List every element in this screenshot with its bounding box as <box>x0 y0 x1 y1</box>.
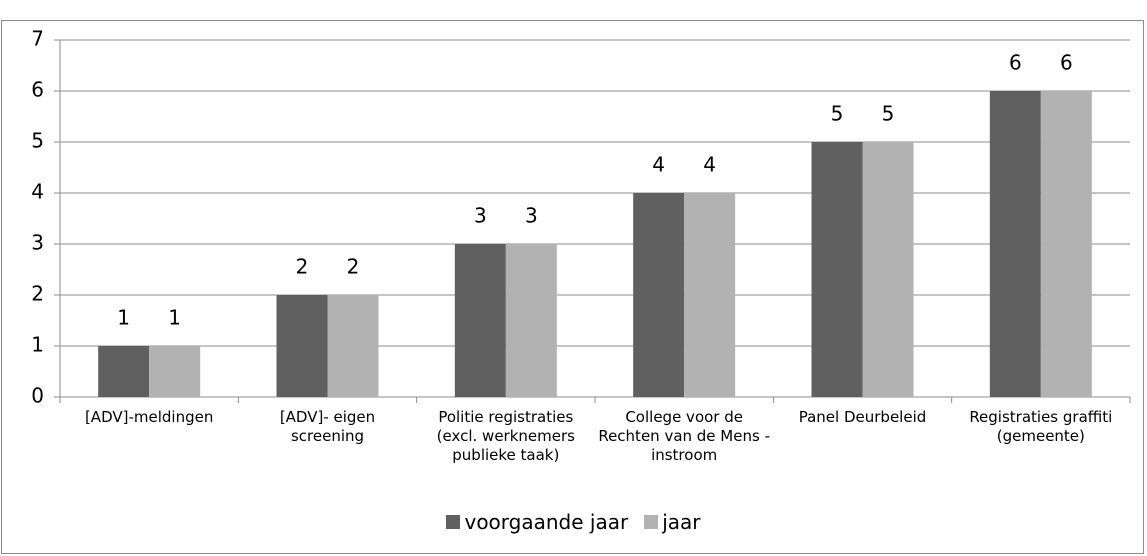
y-tick-label: 6 <box>31 78 44 102</box>
y-tick-label: 5 <box>31 129 44 153</box>
data-label: 4 <box>703 153 716 177</box>
bar <box>989 91 1041 397</box>
bar <box>276 295 328 397</box>
x-tick-label: [ADV]- eigen screening <box>279 408 376 445</box>
x-tick-label: College voor de Rechten van de Mens - in… <box>598 408 770 464</box>
legend-item: jaar <box>644 510 701 534</box>
x-tick-label: [ADV]-meldingen <box>84 408 214 426</box>
bar <box>98 346 150 397</box>
legend-label: jaar <box>662 510 701 534</box>
bar <box>505 244 557 397</box>
data-label: 5 <box>831 102 844 126</box>
data-label: 5 <box>882 102 895 126</box>
bar <box>684 193 736 397</box>
legend-swatch <box>446 515 461 529</box>
bar <box>149 346 201 397</box>
bar <box>633 193 685 397</box>
data-label: 6 <box>1009 51 1022 75</box>
legend: voorgaande jaar jaar <box>0 510 1147 534</box>
data-label: 2 <box>296 255 309 279</box>
y-tick-label: 3 <box>31 231 44 255</box>
data-label: 1 <box>168 306 181 330</box>
data-label: 3 <box>525 204 538 228</box>
x-tick-label: Panel Deurbeleid <box>798 408 927 426</box>
y-tick-label: 1 <box>31 333 44 357</box>
legend-swatch <box>644 515 659 529</box>
data-label: 1 <box>117 306 130 330</box>
data-label: 3 <box>474 204 487 228</box>
bar <box>454 244 506 397</box>
bar <box>327 295 379 397</box>
legend-label: voorgaande jaar <box>464 510 629 534</box>
data-label: 6 <box>1060 51 1073 75</box>
y-tick-label: 7 <box>31 27 44 51</box>
bar <box>1040 91 1092 397</box>
data-label: 4 <box>652 153 665 177</box>
y-tick-label: 4 <box>31 180 44 204</box>
chart-frame <box>1 20 1144 554</box>
legend-item: voorgaande jaar <box>446 510 628 534</box>
y-tick-label: 0 <box>31 384 44 408</box>
bar <box>811 142 863 397</box>
x-tick-label: Politie registraties (excl. werknemers p… <box>436 408 575 464</box>
y-tick-label: 2 <box>31 282 44 306</box>
data-label: 2 <box>347 255 360 279</box>
x-tick-label: Registraties graffiti (gemeente) <box>969 408 1113 445</box>
bar <box>862 142 914 397</box>
